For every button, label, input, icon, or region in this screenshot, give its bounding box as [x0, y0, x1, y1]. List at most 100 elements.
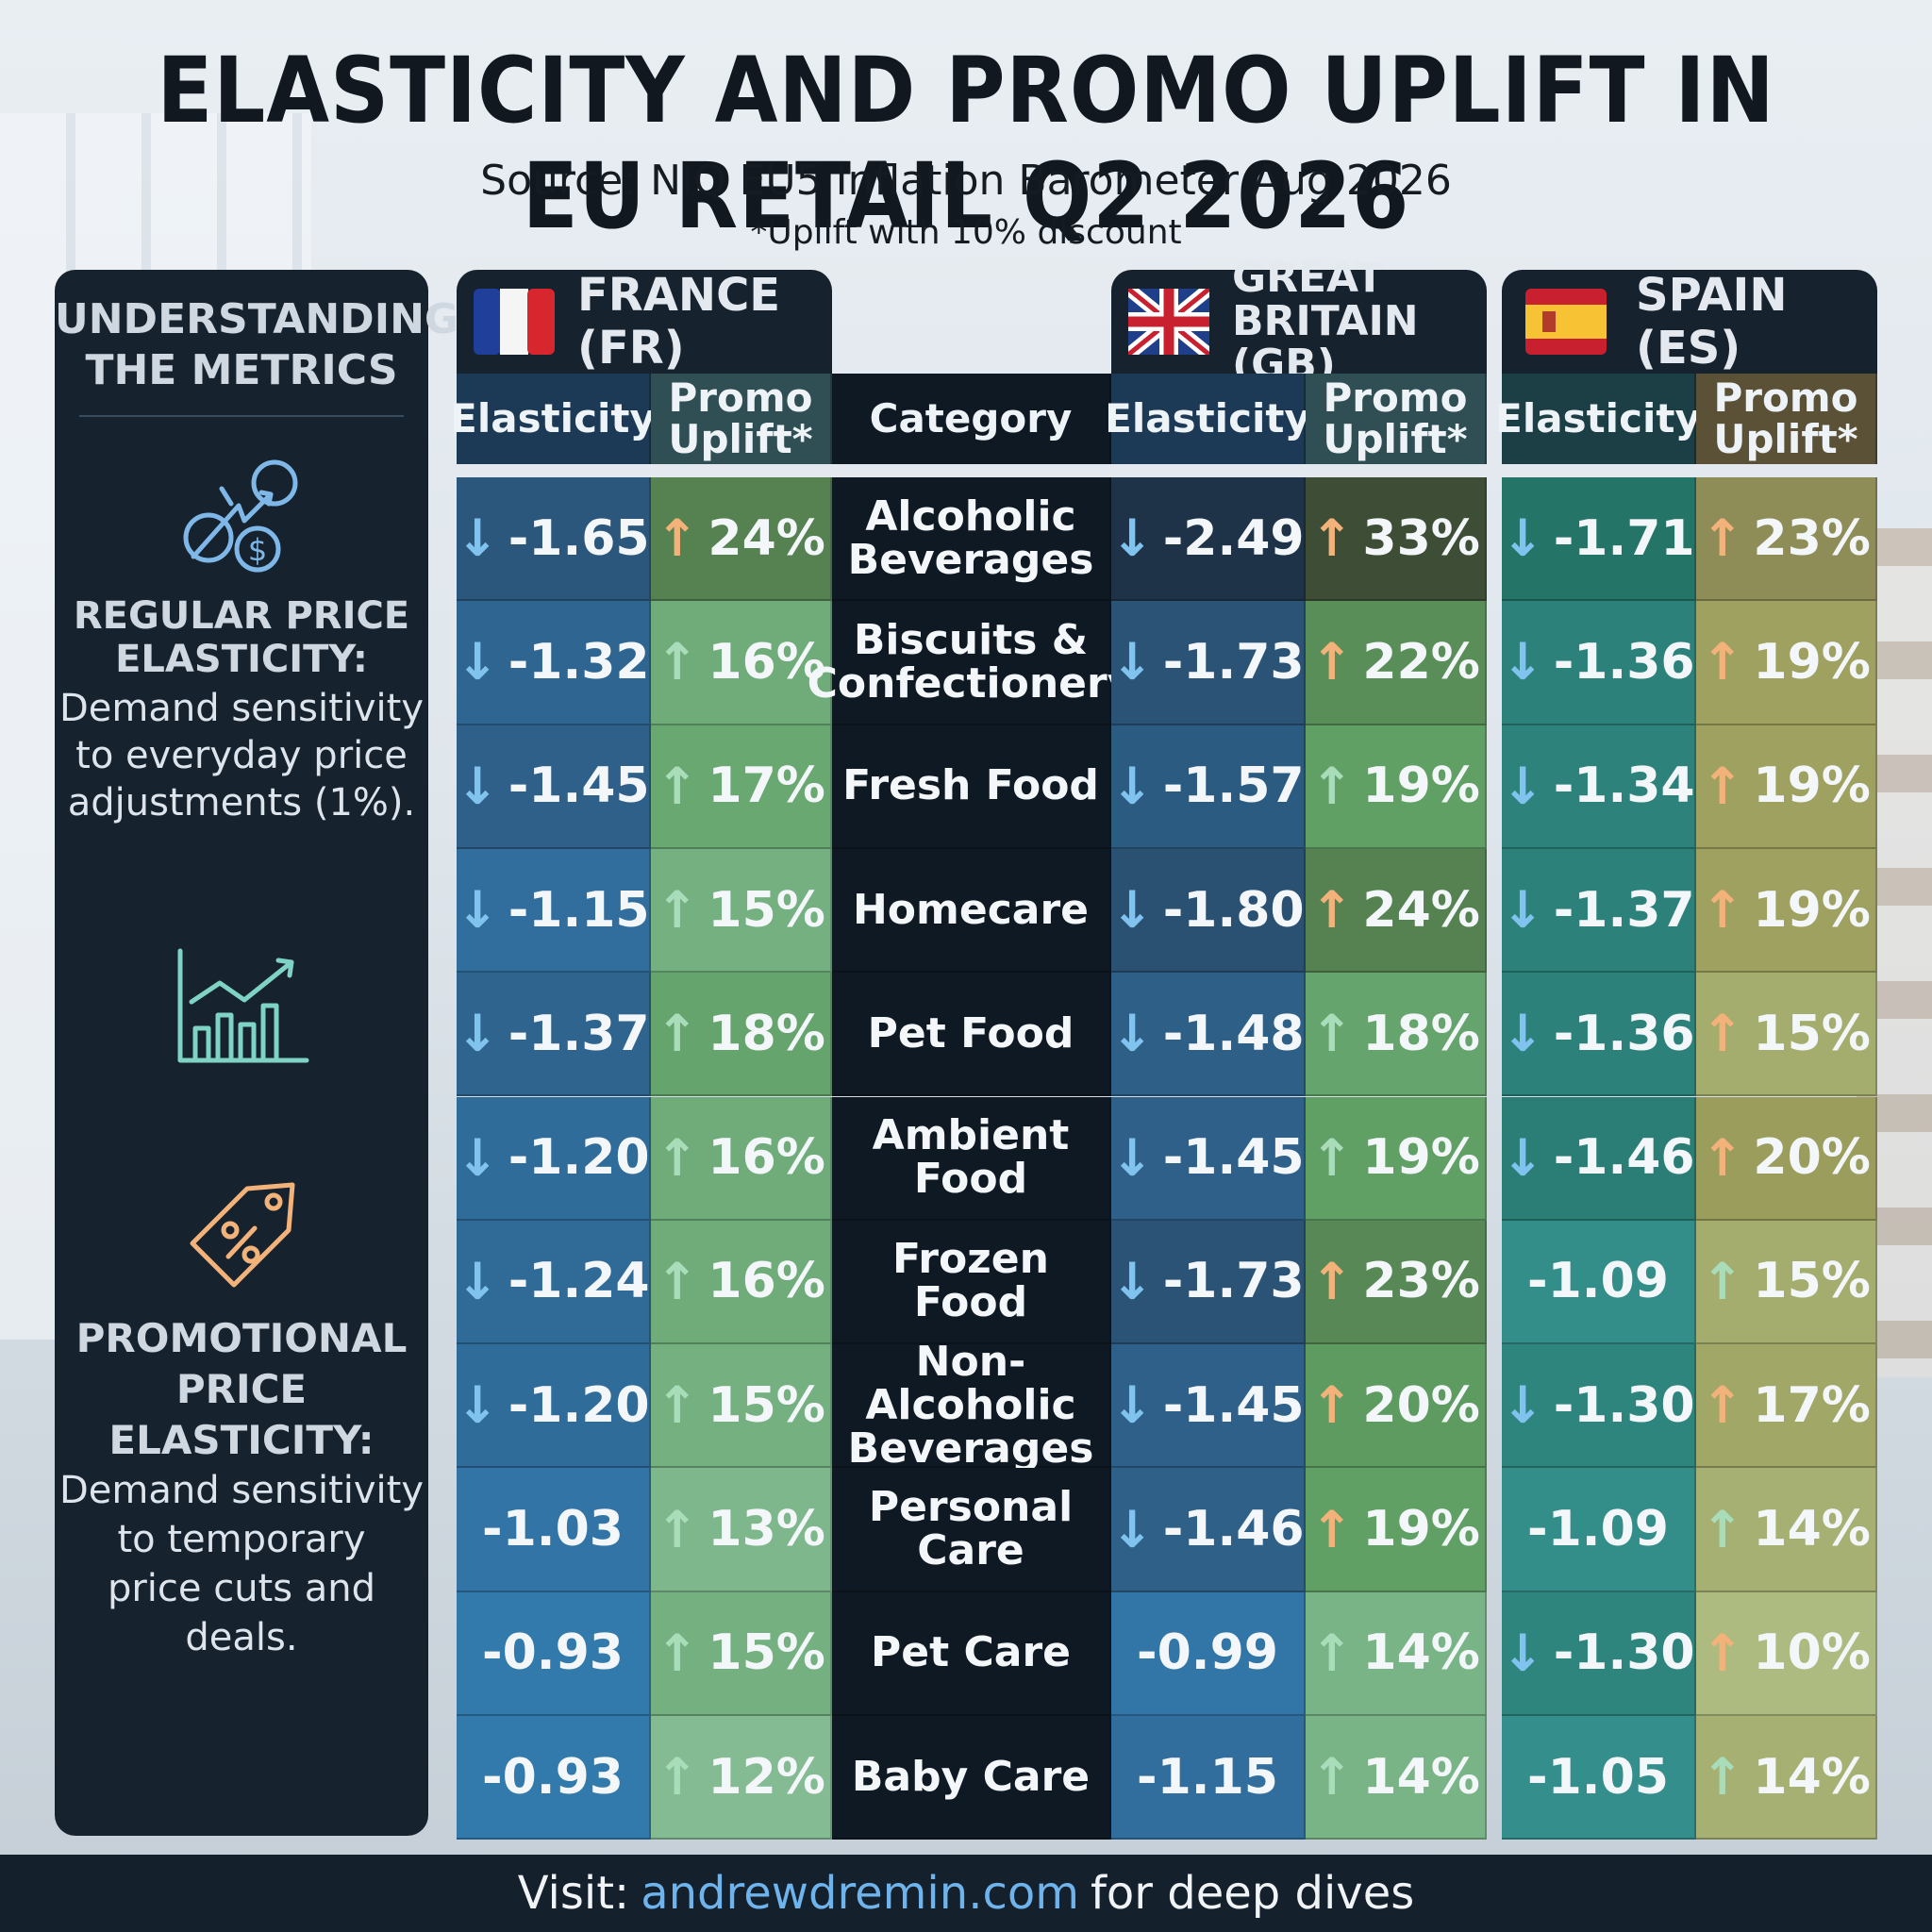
category-cell: Homecare [832, 848, 1111, 974]
footer-suffix: for deep dives [1090, 1867, 1415, 1920]
category-label-line: Care [917, 1526, 1024, 1575]
elasticity-value: -1.09 [1527, 1253, 1669, 1310]
promo-uplift-value: 19% [1362, 1129, 1480, 1187]
elasticity-cell-es: ↓ -1.37 [1501, 848, 1696, 974]
promo-uplift-cell-gb: ↑ 23% [1306, 1220, 1487, 1345]
promo-uplift-value: 16% [708, 633, 825, 691]
elasticity-value: -1.20 [508, 1376, 650, 1434]
promo-uplift-cell-fr: ↑ 16% [651, 1096, 832, 1221]
down-arrow-icon: ↓ [456, 756, 499, 816]
elasticity-value: -1.71 [1553, 509, 1695, 567]
column-header-promo-line2: Uplift* [668, 416, 813, 462]
promo-uplift-value: 22% [1362, 633, 1480, 691]
elasticity-value: -1.15 [508, 881, 650, 939]
elasticity-cell-gb: ↓ -1.57 [1110, 724, 1306, 849]
down-arrow-icon: ↓ [456, 1251, 499, 1311]
down-arrow-icon: ↓ [456, 508, 499, 569]
spain-flag-icon [1525, 289, 1607, 355]
down-arrow-icon: ↓ [1110, 1375, 1154, 1436]
elasticity-cell-gb: ↓ -1.45 [1110, 1344, 1306, 1469]
category-label: Alcoholic Beverages [848, 494, 1094, 582]
elasticity-cell-gb: ↓ -1.48 [1110, 973, 1306, 1097]
down-arrow-icon: ↓ [456, 1375, 499, 1436]
elasticity-cell-gb: ↓ -2.49 [1110, 477, 1306, 602]
up-arrow-icon: ↑ [656, 1127, 699, 1188]
promo-uplift-value: 17% [1753, 1376, 1871, 1434]
category-cell: Personal Care [832, 1468, 1111, 1592]
up-arrow-icon: ↑ [656, 1251, 699, 1311]
down-arrow-icon: ↓ [1501, 1623, 1544, 1683]
elasticity-cell-fr: ↓ -1.20 [456, 1096, 651, 1221]
promo-uplift-cell-gb: ↑ 24% [1306, 848, 1487, 974]
column-header-promo-uplift: Promo Uplift* [651, 374, 832, 464]
page-title: ELASTICITY AND PROMO UPLIFT IN EU RETAIL… [157, 38, 1775, 249]
down-arrow-icon: ↓ [1110, 756, 1154, 816]
promo-uplift-value: 19% [1362, 758, 1480, 815]
column-header-promo-line2: Uplift* [1323, 416, 1468, 462]
country-name-es: SPAIN (ES) [1636, 269, 1788, 375]
category-label: Baby Care [851, 1752, 1091, 1801]
category-cell: Frozen Food [832, 1220, 1111, 1345]
down-arrow-icon: ↓ [1110, 1127, 1154, 1188]
elasticity-value: -1.30 [1553, 1624, 1695, 1682]
elasticity-cell-gb: -0.99 [1111, 1591, 1306, 1716]
elasticity-value: -1.36 [1553, 1005, 1695, 1062]
elasticity-value: -1.03 [482, 1501, 624, 1558]
elasticity-value: -1.45 [1162, 1129, 1305, 1187]
category-cell: Pet Care [832, 1591, 1111, 1716]
up-arrow-icon: ↑ [1701, 1747, 1744, 1807]
up-arrow-icon: ↑ [1701, 1127, 1744, 1188]
elasticity-cell-gb: -1.15 [1111, 1716, 1306, 1840]
elasticity-value: -1.65 [508, 509, 650, 567]
category-label: Frozen Food [892, 1238, 1049, 1324]
growth-chart-icon [55, 945, 428, 1068]
promo-uplift-cell-gb: ↑ 14% [1306, 1591, 1487, 1716]
uk-flag-icon [1128, 289, 1209, 355]
up-arrow-icon: ↑ [656, 756, 699, 816]
elasticity-value: -1.30 [1553, 1376, 1695, 1434]
promo-uplift-value: 33% [1362, 509, 1480, 567]
category-label-line: Baby Care [851, 1752, 1091, 1801]
column-header-promo-text: Promo Uplift* [1713, 377, 1857, 460]
category-cell: Non-Alcoholic Beverages [832, 1340, 1111, 1470]
promo-uplift-cell-es: ↑ 19% [1696, 724, 1877, 849]
source-line: Source: NIQ EU5 Inflation Barometer Aug … [480, 157, 1452, 205]
elasticity-value: -1.36 [1553, 633, 1695, 691]
up-arrow-icon: ↑ [1701, 508, 1744, 569]
regular-elasticity-title: REGULAR PRICE ELASTICITY: [73, 594, 410, 681]
elasticity-cell-fr: ↓ -1.37 [456, 973, 651, 1097]
category-label-line: Food [913, 1278, 1028, 1327]
elasticity-value: -0.99 [1137, 1624, 1278, 1682]
elasticity-value: -1.32 [508, 633, 650, 691]
up-arrow-icon: ↑ [656, 508, 699, 569]
elasticity-cell-es: ↓ -1.36 [1501, 973, 1696, 1097]
footer-link[interactable]: andrewdremin.com [641, 1867, 1079, 1920]
elasticity-value: -1.15 [1137, 1748, 1278, 1806]
category-label-line: Frozen [892, 1235, 1049, 1284]
promo-uplift-value: 10% [1753, 1624, 1871, 1682]
promo-uplift-cell-fr: ↑ 17% [651, 724, 832, 849]
promo-uplift-cell-fr: ↑ 16% [651, 1220, 832, 1345]
category-cell: Alcoholic Beverages [832, 477, 1111, 602]
down-arrow-icon: ↓ [1110, 1004, 1154, 1064]
promo-uplift-cell-es: ↑ 17% [1696, 1344, 1877, 1469]
promo-uplift-cell-fr: ↑ 24% [651, 477, 832, 602]
promo-uplift-value: 12% [708, 1748, 825, 1806]
elasticity-cell-gb: ↓ -1.73 [1110, 1220, 1306, 1345]
promo-uplift-value: 16% [708, 1253, 825, 1310]
promo-uplift-value: 20% [1362, 1376, 1480, 1434]
elasticity-cell-es: -1.09 [1502, 1220, 1696, 1345]
promo-uplift-cell-gb: ↑ 19% [1306, 1096, 1487, 1221]
promo-uplift-value: 19% [1753, 881, 1871, 939]
category-label: Pet Food [868, 1011, 1074, 1056]
promo-uplift-value: 14% [1753, 1748, 1871, 1806]
category-cell: Biscuits & Confectionery [808, 601, 1134, 725]
promo-uplift-value: 15% [708, 1376, 825, 1434]
promo-uplift-cell-gb: ↑ 19% [1306, 724, 1487, 849]
metrics-divider [79, 415, 404, 417]
promo-uplift-cell-fr: ↑ 13% [651, 1468, 832, 1592]
promo-uplift-value: 14% [1362, 1748, 1480, 1806]
elasticity-value: -1.20 [508, 1129, 650, 1187]
elasticity-cell-fr: ↓ -1.15 [456, 848, 651, 974]
promo-uplift-cell-es: ↑ 19% [1696, 848, 1877, 974]
